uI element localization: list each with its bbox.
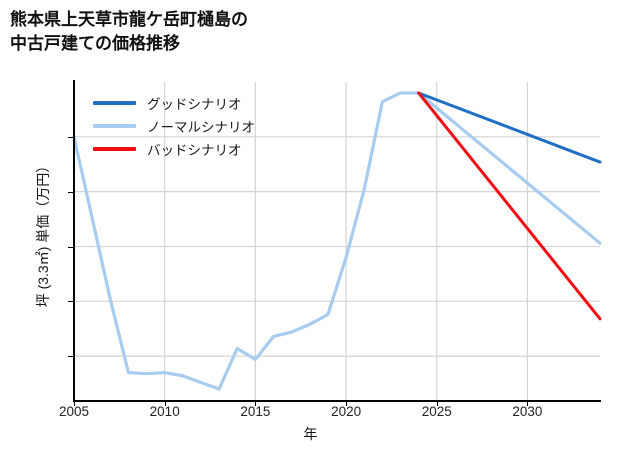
- y-tick-mark: [68, 191, 74, 193]
- y-tick-mark: [68, 246, 74, 248]
- y-tick-mark: [68, 301, 74, 303]
- x-tick-label: 2030: [512, 404, 543, 419]
- chart-title: 熊本県上天草市龍ケ岳町樋島の 中古戸建ての価格推移: [10, 10, 248, 54]
- x-axis-label: 年: [303, 426, 318, 442]
- legend-label-bad: バッドシナリオ: [147, 142, 242, 158]
- x-tick-mark: [436, 401, 438, 406]
- data-series-layer: [72, 91, 602, 391]
- chart-legend: グッドシナリオ ノーマルシナリオ バッドシナリオ: [93, 91, 303, 160]
- x-tick-mark: [527, 401, 529, 406]
- y-tick-mark: [68, 136, 74, 138]
- y-axis-line: [73, 80, 75, 402]
- x-tick-mark: [255, 401, 257, 406]
- x-tick-label: 2005: [58, 404, 90, 419]
- series-line-バッドシナリオ: [417, 91, 602, 321]
- legend-label-normal: ノーマルシナリオ: [147, 119, 255, 135]
- x-tick-label: 2015: [240, 404, 271, 419]
- x-tick-mark: [74, 401, 75, 406]
- series-line-グッドシナリオ: [417, 91, 602, 164]
- x-tick-mark: [164, 401, 166, 406]
- x-tick-label: 2020: [331, 404, 362, 419]
- series-line-ノーマルシナリオ: [72, 91, 602, 391]
- legend-swatch-good: [93, 100, 136, 105]
- legend-item-bad[interactable]: バッドシナリオ: [93, 137, 303, 160]
- y-axis-label: 坪 (3.3㎡) 単価（万円）: [35, 158, 51, 307]
- legend-swatch-bad: [93, 146, 136, 151]
- x-tick-mark: [346, 401, 348, 406]
- legend-item-normal[interactable]: ノーマルシナリオ: [93, 114, 303, 137]
- x-axis-line: [73, 400, 601, 402]
- x-tick-label: 2025: [421, 404, 452, 419]
- legend-swatch-normal: [93, 123, 136, 128]
- legend-item-good[interactable]: グッドシナリオ: [93, 91, 303, 114]
- x-tick-label: 2010: [149, 404, 180, 419]
- y-tick-mark: [68, 356, 74, 358]
- legend-label-good: グッドシナリオ: [147, 96, 242, 112]
